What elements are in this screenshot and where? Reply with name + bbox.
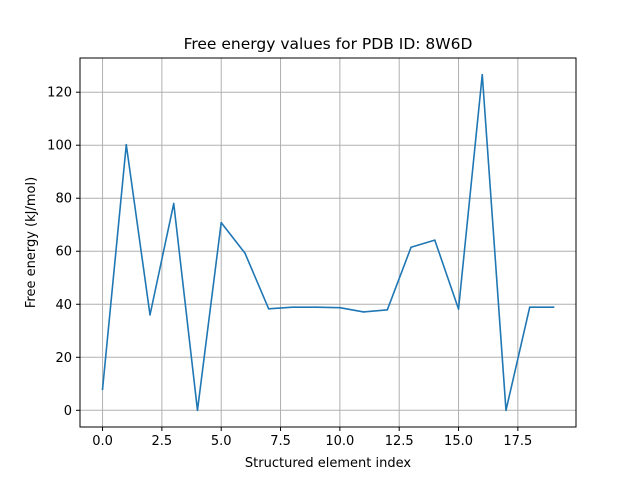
x-tick-label: 0.0 bbox=[92, 434, 113, 449]
data-point bbox=[457, 308, 460, 310]
data-point bbox=[433, 239, 436, 241]
chart-title: Free energy values for PDB ID: 8W6D bbox=[184, 35, 473, 53]
data-point bbox=[410, 246, 412, 249]
x-tick-label: 15.0 bbox=[444, 434, 473, 449]
data-point bbox=[362, 311, 365, 313]
data-point bbox=[267, 307, 270, 310]
y-tick-label: 100 bbox=[47, 139, 72, 154]
plot-frame bbox=[79, 57, 577, 428]
y-tick-label: 0 bbox=[64, 404, 72, 419]
x-tick-label: 17.5 bbox=[503, 434, 532, 449]
x-tick-label: 10.0 bbox=[325, 434, 354, 449]
data-point bbox=[220, 221, 223, 224]
data-point bbox=[125, 143, 128, 146]
series-line bbox=[101, 73, 555, 412]
y-tick-label: 20 bbox=[55, 351, 72, 366]
data-point bbox=[315, 306, 317, 308]
x-axis-label: Structured element index bbox=[245, 456, 411, 471]
grid bbox=[80, 58, 576, 427]
data-point bbox=[481, 73, 484, 76]
data-point bbox=[528, 306, 531, 308]
x-tick-label: 5.0 bbox=[211, 434, 232, 449]
x-tick-label: 12.5 bbox=[385, 434, 414, 449]
x-tick-label: 7.5 bbox=[270, 434, 291, 449]
data-point bbox=[291, 306, 294, 308]
data-point bbox=[552, 306, 555, 308]
x-tick-label: 2.5 bbox=[152, 434, 173, 449]
data-point bbox=[386, 309, 389, 311]
x-axis-ticks: 0.0 2.5 5.0 7.5 10.0 12.5 15.0 17.5 bbox=[92, 427, 532, 449]
y-tick-label: 40 bbox=[55, 298, 72, 313]
y-tick-label: 60 bbox=[55, 245, 72, 260]
y-axis-ticks: 0 20 40 60 80 100 120 bbox=[47, 86, 80, 419]
data-point bbox=[101, 388, 104, 390]
series-layer bbox=[101, 73, 555, 412]
data-point bbox=[149, 314, 151, 316]
y-tick-label: 120 bbox=[47, 86, 72, 101]
y-axis-label: Free energy (kJ/mol) bbox=[24, 177, 39, 308]
data-point bbox=[339, 306, 341, 309]
data-point bbox=[196, 409, 199, 412]
y-tick-label: 80 bbox=[55, 192, 72, 207]
data-point bbox=[172, 202, 175, 205]
data-point bbox=[244, 252, 246, 254]
data-point bbox=[505, 409, 507, 412]
